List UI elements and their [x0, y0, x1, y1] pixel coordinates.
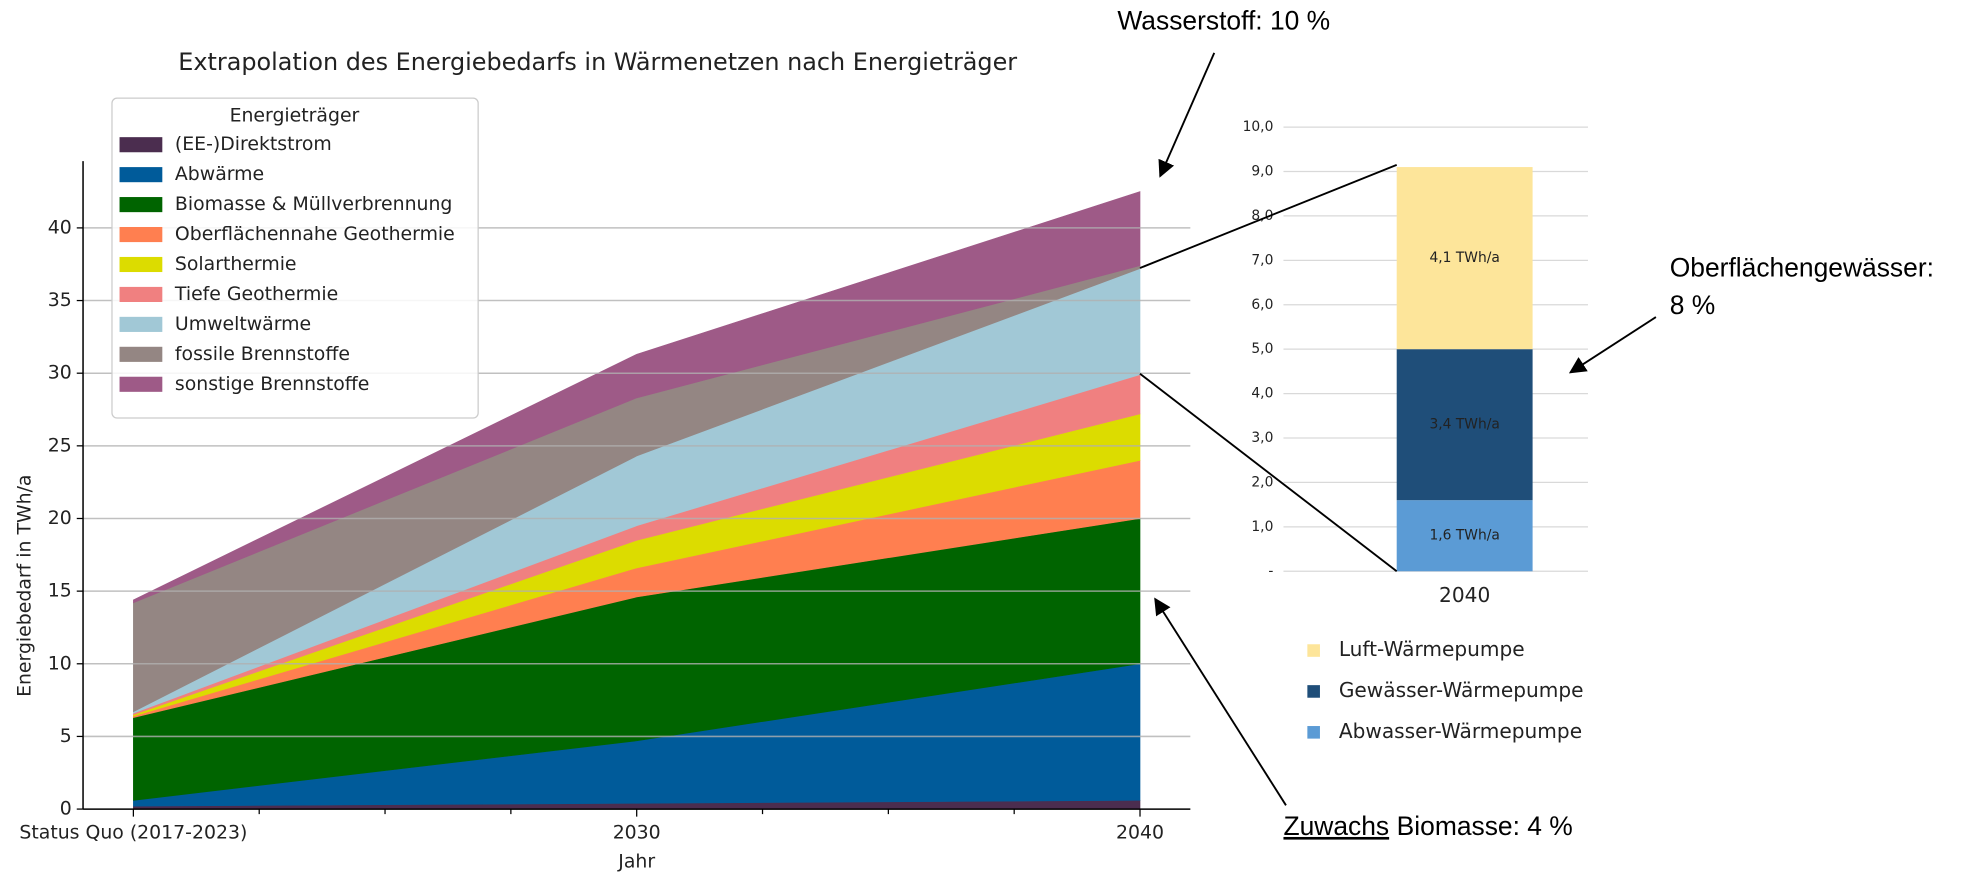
zoom-line [1139, 372, 1398, 573]
y-tick-label: 40 [48, 216, 72, 238]
legend-swatch [119, 137, 163, 153]
arrow [1154, 597, 1287, 806]
y-tick-label: 30 [48, 362, 72, 384]
y-tick-label: 20 [48, 507, 72, 529]
bar-segment [1396, 349, 1533, 501]
annotations: Wasserstoff: 10 % Oberflächengewässer: 8… [1117, 6, 1934, 841]
x-tick-label: 2040 [1116, 821, 1164, 843]
legend-swatch [1307, 726, 1320, 739]
y-axis-label: Energiebedarf in TWh/a [14, 475, 36, 697]
legend-box [111, 97, 479, 419]
area [133, 191, 1141, 604]
value-label: 1,6 TWh/a [1429, 528, 1499, 544]
y-tick-label: 25 [48, 434, 72, 456]
annotation: 8 % [1670, 290, 1716, 320]
legend-swatch [119, 376, 163, 392]
y-tick-label: 10 [48, 652, 72, 674]
y-tick-label: 10,0 [1243, 119, 1274, 135]
annotation: Wasserstoff: 10 % [1117, 6, 1330, 36]
legend-label: Gewässer-Wärmepumpe [1339, 678, 1584, 702]
legend-label: (EE-)Direktstrom [175, 133, 332, 155]
zoom-line [1139, 163, 1398, 269]
legend: Energieträger (EE-)Direktstrom Abwärme Biom… [111, 97, 479, 419]
x-tick-label: Status Quo (2017-2023) [19, 821, 247, 843]
legend-swatch [119, 286, 163, 302]
legend-label: Biomasse & Müllverbrennung [175, 193, 453, 215]
legend-swatch [119, 167, 163, 183]
annotation: Oberflächengewässer: [1670, 252, 1934, 282]
y-tick-label: 2,0 [1251, 474, 1273, 490]
legend-label: Abwärme [175, 163, 264, 185]
x-tick-label: 2030 [613, 821, 661, 843]
y-tick-label: 15 [48, 580, 72, 602]
y-tick-label: 3,0 [1251, 430, 1273, 446]
x-tick-label: 2040 [1439, 583, 1490, 607]
value-label: 3,4 TWh/a [1429, 417, 1499, 433]
annotation: Zuwachs Biomasse: 4 % [1283, 811, 1572, 841]
legend-label: Umweltwärme [175, 313, 311, 335]
y-tick-label: 0 [60, 798, 72, 820]
legend-swatch [1307, 644, 1320, 657]
bar-chart: - 1,0 2,0 3,0 4,0 5,0 6,0 7,0 8,0 9,0 10,0 1,6 TWh/… [1243, 119, 1588, 743]
legend-label: sonstige Brennstoffe [175, 373, 370, 395]
y-tick-label: 7,0 [1251, 252, 1273, 268]
y-tick-label: 1,0 [1251, 519, 1273, 535]
legend-label: Oberflächennahe Geothermie [175, 223, 455, 245]
legend-swatch [119, 226, 163, 243]
arrow [1158, 52, 1216, 178]
arrow [1568, 316, 1657, 374]
legend-label: Abwasser-Wärmepumpe [1339, 719, 1582, 743]
legend-swatch [119, 346, 163, 362]
legend-swatch [119, 197, 163, 213]
value-label: 4,1 TWh/a [1429, 250, 1499, 266]
annotation-part: Zuwachs [1283, 811, 1389, 841]
legend-label: Luft-Wärmepumpe [1339, 637, 1525, 661]
y-tick-label: 5 [60, 725, 72, 747]
y-tick-label: 9,0 [1251, 164, 1273, 180]
legend-swatch [119, 256, 163, 273]
y-tick-label: 6,0 [1251, 297, 1273, 313]
legend-label: Tiefe Geothermie [174, 283, 338, 305]
legend: Luft-Wärmepumpe Gewässer-Wärmepumpe Abwass… [1307, 637, 1584, 743]
legend-label: fossile Brennstoffe [175, 343, 350, 365]
y-tick-label: - [1268, 563, 1273, 579]
annotation-part: Biomasse: 4 % [1397, 811, 1573, 841]
chart-title: Extrapolation des Energiebedarfs in Wärm… [178, 48, 1017, 76]
legend-title: Energieträger [230, 104, 360, 126]
y-tick-label: 8,0 [1251, 208, 1273, 224]
y-tick-label: 4,0 [1251, 386, 1273, 402]
y-tick-label: 5,0 [1251, 341, 1273, 357]
legend-swatch [1307, 685, 1320, 698]
x-axis-label: Jahr [617, 850, 655, 872]
legend-swatch [119, 316, 163, 332]
bar-segment [1396, 500, 1533, 572]
area-chart: Extrapolation des Energiebedarfs in Wärm… [14, 48, 1191, 872]
y-tick-label: 35 [48, 289, 72, 311]
legend-label: Solarthermie [175, 253, 297, 275]
bar-segment [1396, 167, 1533, 350]
